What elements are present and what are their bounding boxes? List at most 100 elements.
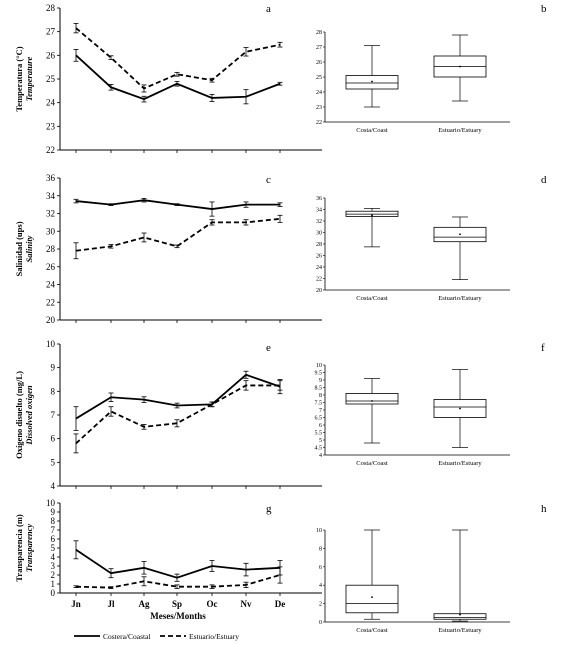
box-estuary: [433, 369, 487, 448]
y-tick-label: 8: [51, 516, 56, 526]
mean-marker: [459, 233, 461, 236]
y-tick-label: 5.5: [315, 431, 323, 437]
category-label: Costa/Coast: [356, 460, 388, 467]
y-tick-label: 0: [51, 588, 56, 598]
mean-marker: [459, 65, 461, 68]
panel-label: g: [266, 503, 272, 515]
legend-label-coastal: Costera/Coastal: [103, 632, 151, 641]
box-plot-h: 0 2 4 6 8 10 h Costa/Coast Estuario/Estuary: [316, 503, 547, 634]
y-tick-label: 4.5: [315, 446, 323, 452]
y-tick-label: 25: [46, 74, 56, 84]
category-label: Costa/Coast: [356, 627, 388, 634]
y-tick-label: 20: [316, 288, 322, 294]
y-tick-label: 7: [51, 410, 56, 420]
mean-marker: [371, 80, 373, 83]
y-axis-label: Salinidad (ups): [14, 221, 24, 276]
mean-marker: [459, 407, 461, 410]
box-coast: [345, 45, 399, 108]
y-tick-label: 8: [51, 386, 56, 396]
y-tick-label: 22: [316, 277, 322, 283]
series-line: [75, 384, 280, 445]
y-tick-label: 7: [319, 408, 322, 414]
x-tick-label: Sp: [172, 599, 182, 609]
box-coast: [345, 208, 399, 248]
y-tick-label: 9: [319, 378, 322, 384]
y-tick-label: 28: [316, 30, 322, 36]
category-label: Estuario/Estuary: [438, 295, 482, 302]
y-tick-label: 22: [316, 120, 322, 126]
y-tick-label: 26: [46, 50, 56, 60]
category-label: Estuario/Estuary: [438, 460, 482, 467]
panel-label: h: [541, 503, 547, 515]
category-label: Estuario/Estuary: [438, 627, 482, 634]
y-tick-label: 25: [316, 75, 322, 81]
y-tick-label: 6: [319, 423, 322, 429]
y-tick-label: 26: [316, 254, 322, 260]
x-tick-label: Jl: [107, 599, 115, 609]
y-tick-label: 7: [51, 525, 56, 535]
y-tick-label: 9: [51, 507, 56, 517]
box-estuary: [433, 34, 487, 102]
box-plot-b: 22 23 24 25 26 27 28 b Costa/Coast Estuario/Estua…: [316, 3, 547, 134]
y-tick-label: 8: [319, 546, 322, 552]
y-tick-label: 2: [319, 602, 322, 608]
y-tick-label: 24: [46, 98, 56, 108]
y-tick-label: 30: [316, 231, 322, 237]
x-tick-label: Nv: [241, 599, 252, 609]
y-tick-label: 28: [46, 3, 56, 13]
box-coast: [345, 529, 399, 620]
line-chart-c: 20 22 24 26 28 30 32 34 36 Salinidad (ups) Salinit…: [14, 173, 322, 325]
line-chart-e: 4 5 6 7 8 9 10 Oxígeno disuelto (mg/L) Dissolved…: [14, 339, 322, 491]
legend: Costera/Coastal Estuario/Estuary: [74, 632, 239, 641]
series-line: [75, 27, 281, 90]
y-tick-label: 32: [46, 209, 55, 219]
mean-marker: [371, 400, 373, 402]
category-label: Costa/Coast: [356, 295, 388, 302]
y-tick-label: 5: [51, 543, 56, 553]
y-tick-label: 36: [46, 173, 56, 183]
y-tick-label: 7.5: [315, 401, 323, 407]
box-estuary: [433, 216, 487, 280]
category-label: Costa/Coast: [356, 127, 388, 134]
line-chart-a: 22 23 24 25 26 27 28 Temperatura (°C) Temperatur…: [14, 3, 322, 155]
x-tick-label: Ag: [139, 599, 150, 609]
mean-marker: [371, 596, 373, 599]
y-tick-label: 22: [46, 297, 55, 307]
panel-label: d: [541, 174, 547, 186]
y-tick-label: 6: [51, 434, 56, 444]
y-axis-label: Temperatura (°C): [14, 46, 24, 111]
panel-label: f: [541, 342, 545, 354]
y-tick-label: 34: [316, 208, 322, 214]
series-line: [75, 54, 281, 101]
y-tick-label: 26: [316, 60, 322, 66]
panel-label: b: [541, 3, 547, 15]
y-tick-label: 0: [319, 620, 322, 626]
y-tick-label: 36: [316, 196, 322, 202]
mean-marker: [371, 214, 373, 217]
y-tick-label: 9.5: [315, 371, 323, 377]
y-tick-label: 9: [51, 363, 56, 373]
y-tick-label: 5: [319, 438, 322, 444]
series-coastal: [73, 198, 283, 217]
series-coastal: [73, 540, 283, 582]
y-tick-label: 32: [316, 219, 322, 225]
y-axis-label: Oxígeno disuelto (mg/L): [14, 371, 24, 459]
y-tick-label: 28: [316, 242, 322, 248]
box-coast: [345, 378, 399, 444]
mean-marker: [459, 613, 461, 616]
y-tick-label: 1: [51, 579, 56, 589]
series-line: [75, 549, 281, 579]
y-tick-label: 10: [46, 498, 56, 508]
box-plot-f: 44.5 55.5 66.5 77.5 88.5 99.5 10 f Costa/Coast Es…: [315, 342, 546, 467]
y-tick-label: 23: [46, 121, 56, 131]
series-estuary: [73, 380, 283, 454]
y-axis-label: Transparencia (m): [14, 514, 24, 582]
y-tick-label: 5: [51, 457, 56, 467]
y-tick-label: 24: [316, 90, 322, 96]
y-tick-label: 24: [46, 280, 56, 290]
box-iqr: [433, 613, 487, 620]
box-iqr: [345, 584, 399, 614]
y-axis-label-english: Transparency: [24, 524, 34, 573]
